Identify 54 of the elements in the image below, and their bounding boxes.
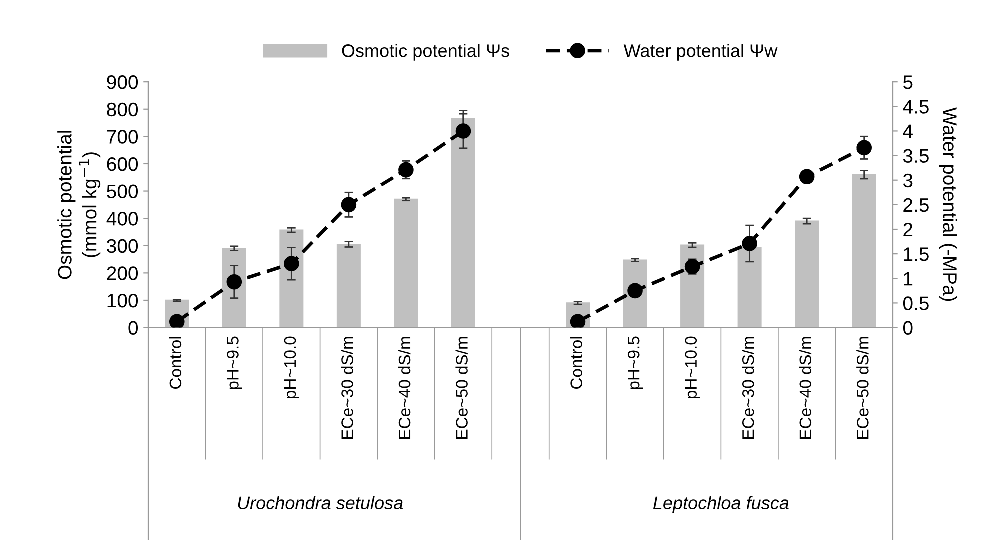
bar bbox=[795, 220, 820, 328]
point bbox=[456, 124, 472, 139]
x-tick-label: Control bbox=[570, 337, 582, 389]
y2-tick-label: 0.5 bbox=[903, 296, 929, 310]
y-tick-label: 700 bbox=[107, 130, 138, 144]
point bbox=[226, 274, 242, 290]
point bbox=[284, 256, 300, 272]
text: Urochondra setulosa bbox=[238, 496, 403, 510]
point bbox=[799, 169, 815, 185]
x-tick-label: ECe~50 dS/m bbox=[456, 337, 468, 439]
bar bbox=[738, 248, 762, 328]
y2-tick-label: 5 bbox=[903, 76, 913, 90]
bar bbox=[336, 244, 361, 328]
y2-tick-label: 1 bbox=[904, 272, 913, 286]
bar bbox=[394, 198, 418, 328]
y2-tick-label: 0 bbox=[903, 321, 913, 336]
bar bbox=[451, 118, 476, 328]
y-tick-label: 800 bbox=[107, 102, 138, 117]
x-tick-label: ECe~40 dS/m bbox=[398, 337, 411, 439]
point bbox=[856, 140, 872, 156]
y2-tick-label: 3.5 bbox=[903, 149, 929, 164]
point bbox=[341, 197, 357, 213]
text: Leptochloa fusca bbox=[653, 496, 789, 514]
point bbox=[628, 283, 643, 299]
y2-tick-label: 1.5 bbox=[904, 248, 929, 262]
y2-tick-label: 4 bbox=[903, 124, 913, 138]
y-axis-title: Osmotic potential (mmol kg$^{−1}$) bbox=[58, 131, 101, 280]
y-tick-label: 300 bbox=[107, 239, 138, 254]
x-tick-label: pH~9.5 bbox=[227, 336, 242, 390]
bar bbox=[852, 174, 876, 328]
y-tick-label: 900 bbox=[107, 76, 138, 90]
y-tick-label: 400 bbox=[106, 212, 138, 226]
y2-axis-title: Water potential (-MPa) bbox=[939, 108, 958, 302]
y-tick-label: 200 bbox=[107, 266, 138, 280]
x-tick-label: ECe~40 dS/m bbox=[799, 337, 812, 439]
y2-tick-label: 3 bbox=[903, 174, 913, 188]
point bbox=[742, 236, 758, 252]
x-tick-label: Control bbox=[169, 337, 182, 389]
y2-tick-label: 4.5 bbox=[903, 100, 929, 114]
x-tick-label: pH~10.0 bbox=[685, 336, 700, 399]
x-tick-label: ECe~50 dS/m bbox=[856, 337, 869, 439]
y-tick-label: 600 bbox=[107, 157, 138, 172]
point bbox=[684, 259, 700, 274]
x-tick-label: pH~10.0 bbox=[284, 336, 300, 399]
y2-tick-label: 2.5 bbox=[904, 198, 929, 212]
x-tick-label: ECe~30 dS/m bbox=[341, 337, 354, 439]
x-tick-label: ECe~30 dS/m bbox=[742, 337, 754, 439]
y-tick-label: 500 bbox=[107, 184, 138, 199]
x-tick-label: pH~9.5 bbox=[628, 336, 644, 390]
y2-tick-label: 2 bbox=[904, 222, 913, 237]
legend-label: Water potential Ψw bbox=[624, 44, 778, 61]
y-tick-label: 0 bbox=[128, 321, 138, 336]
legend-label: Osmotic potential Ψs bbox=[342, 44, 510, 61]
y-tick-label: 100 bbox=[108, 294, 138, 308]
